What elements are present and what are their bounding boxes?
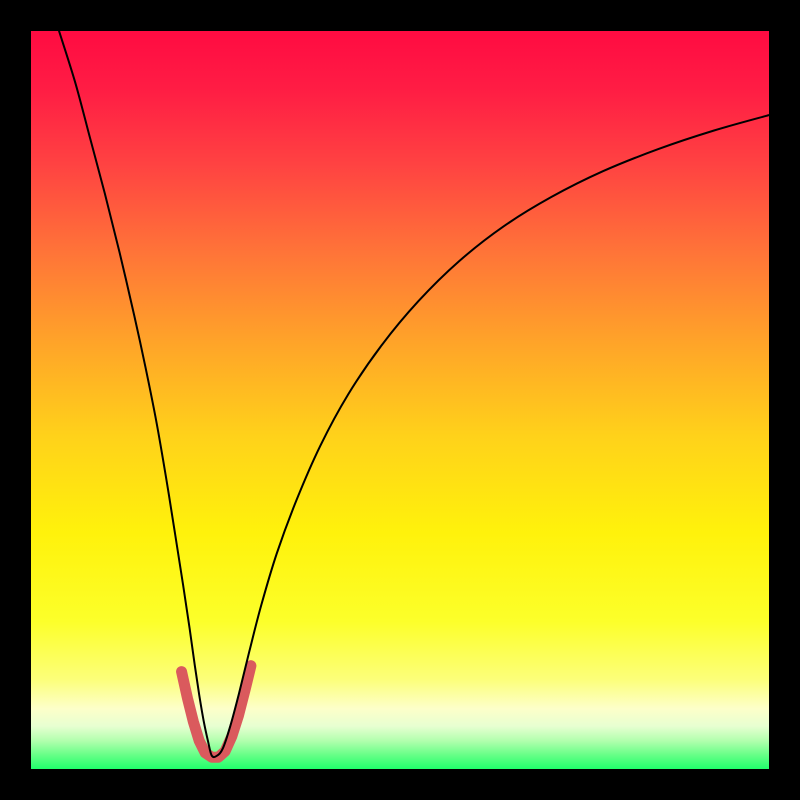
frame-left — [0, 0, 31, 800]
frame-bottom — [0, 769, 800, 800]
curve-layer — [31, 31, 769, 769]
highlight-min-marker — [182, 666, 251, 758]
frame-right — [769, 0, 800, 800]
plot-area — [31, 31, 769, 769]
bottleneck-curve — [59, 31, 769, 757]
frame-top — [0, 0, 800, 31]
